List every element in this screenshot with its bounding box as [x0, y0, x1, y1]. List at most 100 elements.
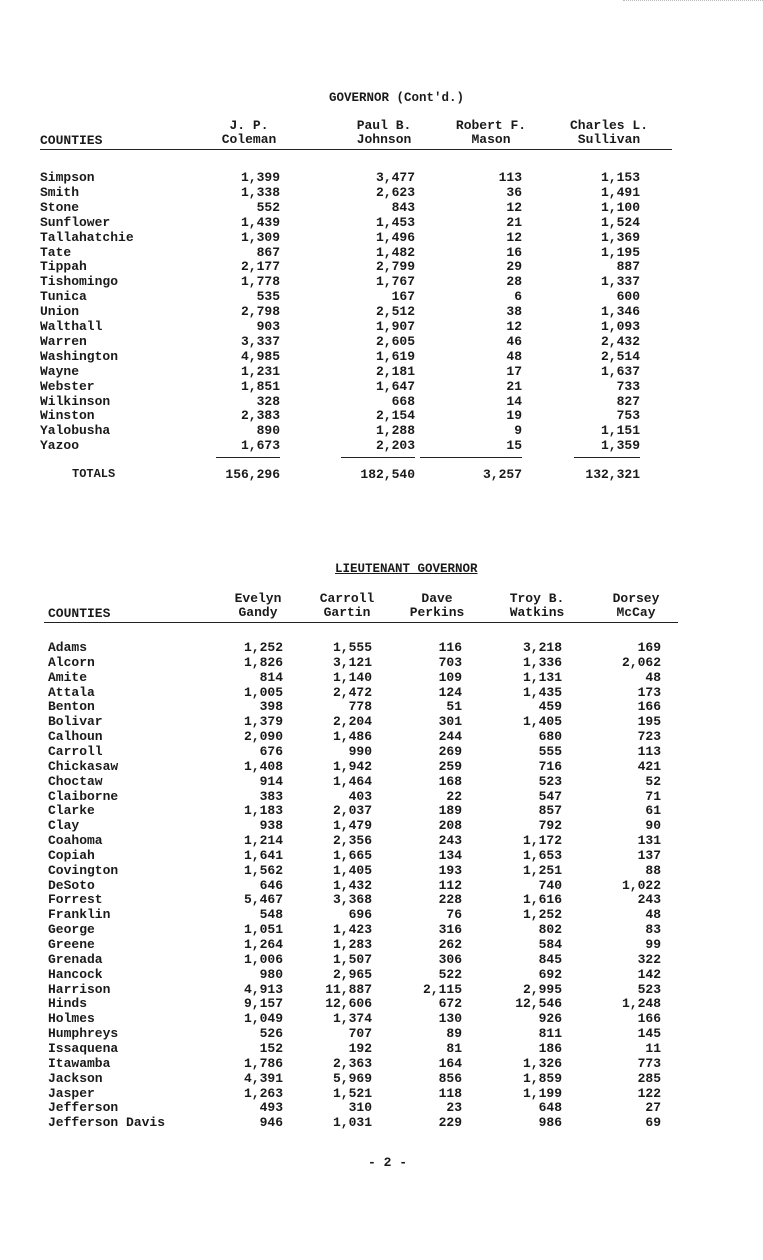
- vote-count: 1,195: [600, 244, 640, 260]
- vote-count: 12: [506, 229, 522, 245]
- vote-count: 4,913: [243, 981, 283, 997]
- vote-count: 1,641: [243, 847, 283, 863]
- vote-count: 19: [506, 408, 522, 424]
- vote-count: 398: [259, 699, 283, 715]
- vote-count: 76: [446, 907, 462, 923]
- county-name: Tippah: [40, 259, 87, 275]
- vote-count: 2,432: [600, 333, 640, 349]
- table-row: Simpson 1,399 3,477 113 1,153: [0, 170, 763, 185]
- vote-count: 2,514: [600, 348, 640, 364]
- table-row: Walthall 903 1,907 12 1,093: [0, 319, 763, 334]
- vote-count: 1,251: [522, 862, 562, 878]
- vote-count: 692: [538, 966, 562, 982]
- vote-count: 109: [438, 669, 462, 685]
- county-name: Clay: [48, 818, 80, 834]
- table-row: Union 2,798 2,512 38 1,346: [0, 304, 763, 319]
- table-row: Warren 3,337 2,605 46 2,432: [0, 334, 763, 349]
- table-row: Coahoma 1,214 2,356 243 1,172 131: [0, 833, 763, 848]
- vote-count: 130: [438, 1011, 462, 1027]
- vote-count: 228: [438, 892, 462, 908]
- table-row: Forrest 5,467 3,368 228 1,616 243: [0, 892, 763, 907]
- vote-count: 1,942: [332, 758, 372, 774]
- table-row: Wilkinson 328 668 14 827: [0, 394, 763, 409]
- vote-count: 1,369: [600, 229, 640, 245]
- vote-count: 2,181: [375, 363, 415, 379]
- vote-count: 522: [438, 966, 462, 982]
- vote-count: 1,555: [332, 640, 372, 655]
- vote-count: 28: [506, 274, 522, 290]
- county-name: Union: [40, 304, 80, 320]
- vote-count: 112: [438, 877, 462, 893]
- vote-count: 1,482: [375, 244, 415, 260]
- vote-count: 285: [637, 1070, 661, 1086]
- vote-count: 403: [348, 788, 372, 804]
- vote-count: 316: [438, 922, 462, 938]
- vote-count: 1,172: [522, 833, 562, 849]
- vote-count: 1,248: [621, 996, 661, 1012]
- vote-count: 1,524: [600, 214, 640, 230]
- vote-count: 301: [438, 714, 462, 730]
- vote-count: 843: [391, 199, 415, 215]
- vote-count: 195: [637, 714, 661, 730]
- vote-count: 193: [438, 862, 462, 878]
- vote-count: 2,363: [332, 1055, 372, 1071]
- column-header: COUNTIES: [40, 133, 103, 148]
- vote-count: 584: [538, 937, 562, 952]
- vote-count: 547: [538, 788, 562, 804]
- vote-count: 166: [637, 699, 661, 715]
- vote-count: 243: [438, 833, 462, 849]
- vote-count: 600: [616, 289, 640, 305]
- vote-count: 186: [538, 1040, 562, 1056]
- vote-count: 856: [438, 1070, 462, 1086]
- table-row: Clarke 1,183 2,037 189 857 61: [0, 803, 763, 818]
- county-name: DeSoto: [48, 877, 95, 893]
- vote-count: 243: [637, 892, 661, 908]
- totals-label: TOTALS: [72, 467, 116, 482]
- vote-count: 1,252: [522, 907, 562, 923]
- vote-count: 548: [259, 907, 283, 923]
- page-edge-dots: [623, 0, 763, 1]
- county-name: Covington: [48, 862, 119, 878]
- vote-count: 1,432: [332, 877, 372, 893]
- vote-count: 1,405: [522, 714, 562, 730]
- vote-count: 1,051: [243, 922, 283, 938]
- vote-count: 167: [391, 289, 415, 305]
- county-name: Hinds: [48, 996, 88, 1012]
- total-count: 132,321: [585, 467, 640, 483]
- total-rule: [216, 457, 280, 459]
- vote-count: 1,346: [600, 304, 640, 320]
- table-row: Jackson 4,391 5,969 856 1,859 285: [0, 1071, 763, 1086]
- vote-count: 36: [506, 184, 522, 200]
- vote-count: 322: [637, 951, 661, 967]
- table-row: Calhoun 2,090 1,486 244 680 723: [0, 729, 763, 744]
- vote-count: 1,326: [522, 1055, 562, 1071]
- vote-count: 1,214: [243, 833, 283, 849]
- vote-count: 676: [259, 743, 283, 759]
- vote-count: 2,995: [522, 981, 562, 997]
- vote-count: 1,653: [522, 847, 562, 863]
- vote-count: 51: [446, 699, 462, 715]
- total-count: 182,540: [360, 467, 415, 483]
- vote-count: 1,435: [522, 684, 562, 700]
- county-name: Franklin: [48, 907, 111, 923]
- table-row: Grenada 1,006 1,507 306 845 322: [0, 952, 763, 967]
- vote-count: 3,218: [522, 640, 562, 655]
- vote-count: 1,491: [600, 184, 640, 200]
- header-rule: [44, 622, 678, 623]
- vote-count: 753: [616, 408, 640, 424]
- table-row: Stone 552 843 12 1,100: [0, 200, 763, 215]
- vote-count: 88: [645, 862, 661, 878]
- vote-count: 792: [538, 818, 562, 834]
- county-name: Jefferson: [48, 1100, 119, 1116]
- vote-count: 1,665: [332, 847, 372, 863]
- vote-count: 17: [506, 363, 522, 379]
- vote-count: 2,383: [240, 408, 280, 424]
- vote-count: 1,826: [243, 654, 283, 670]
- vote-count: 980: [259, 966, 283, 982]
- vote-count: 1,005: [243, 684, 283, 700]
- vote-count: 1,399: [240, 170, 280, 185]
- county-name: Itawamba: [48, 1055, 111, 1071]
- governor-title: GOVERNOR (Cont'd.): [329, 91, 465, 105]
- vote-count: 696: [348, 907, 372, 923]
- county-name: Stone: [40, 199, 80, 215]
